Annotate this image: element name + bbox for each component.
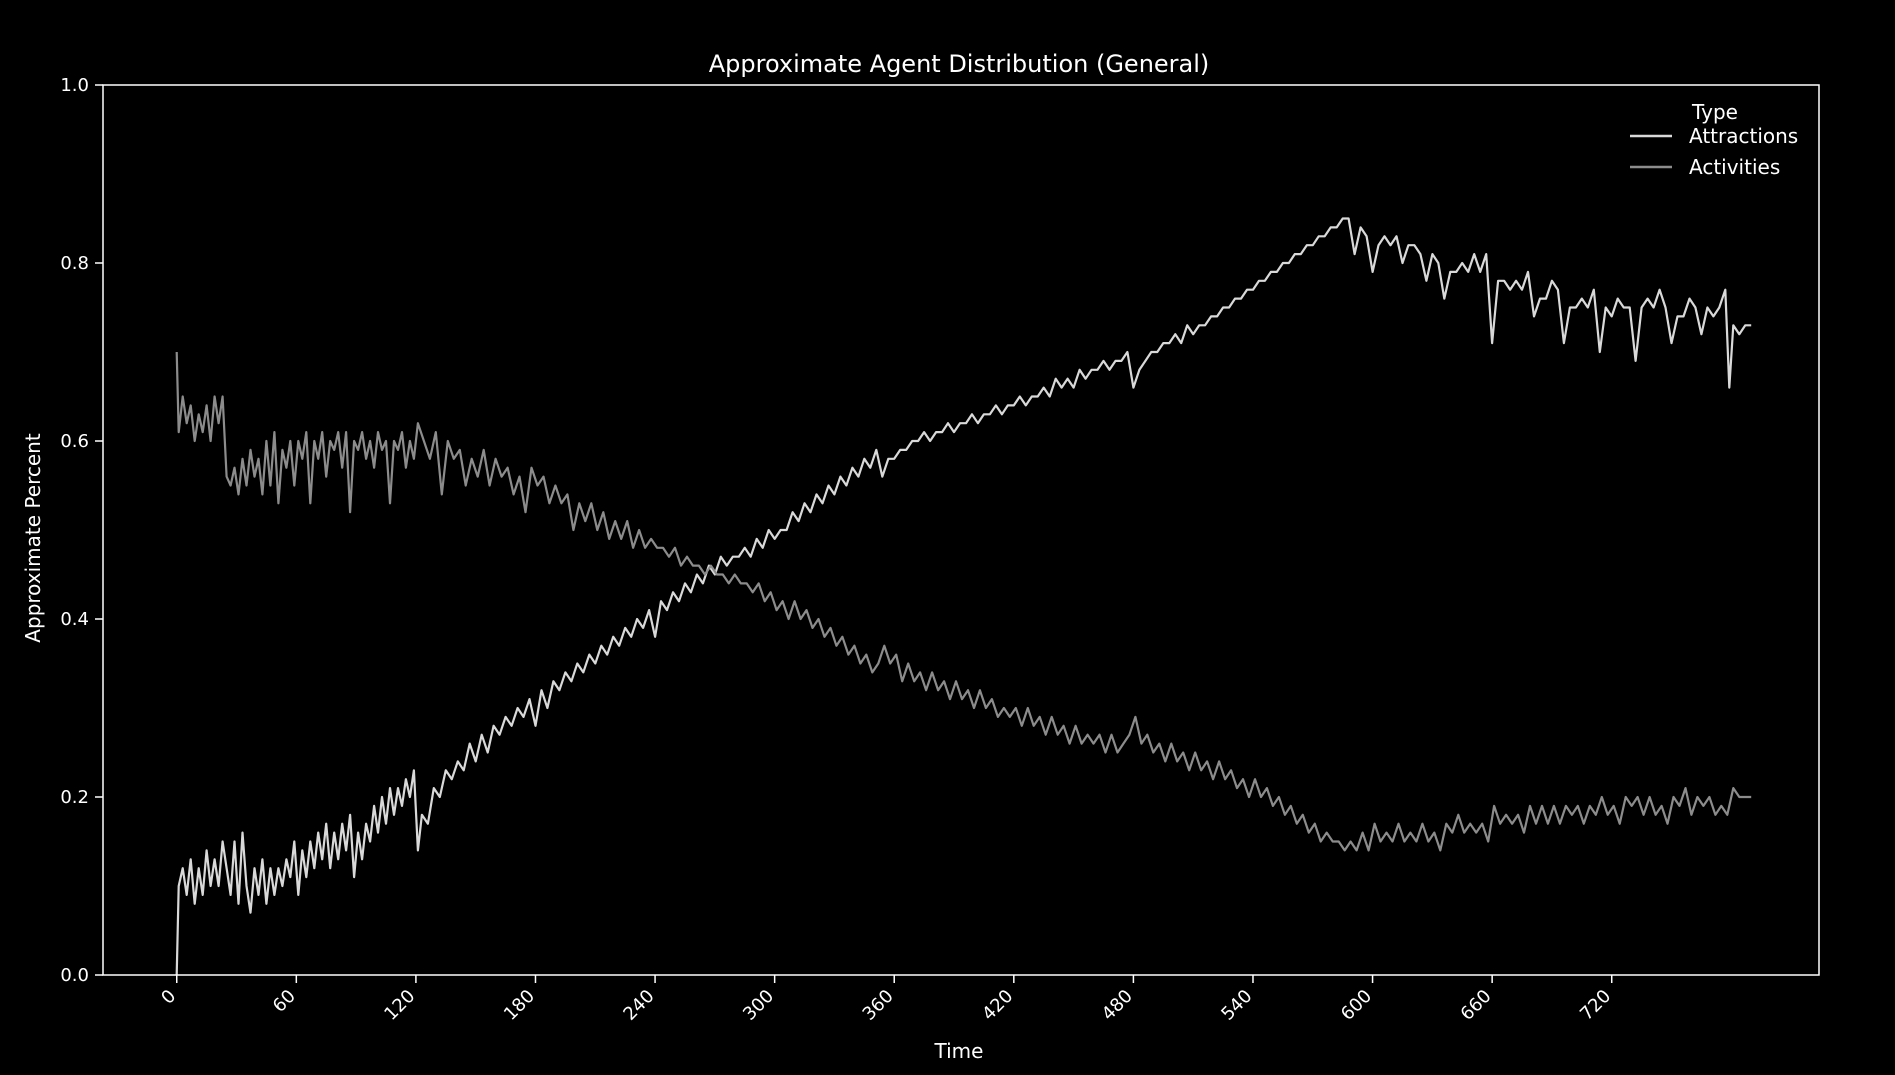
legend-title: Type: [1691, 100, 1738, 124]
series-lines: [175, 217, 1752, 976]
legend-box: [1620, 95, 1780, 187]
y-axis-label: Approximate Percent: [21, 433, 45, 643]
legend-entries: Attractions Activities: [1630, 124, 1798, 179]
y-tick-label: 0.2: [60, 787, 89, 808]
series-line-activities: [175, 351, 1752, 852]
y-tick-label: 0.0: [60, 965, 89, 986]
y-tick-label: 0.6: [60, 431, 89, 452]
x-axis-label: Time: [934, 1039, 984, 1063]
legend-label-activities: Activities: [1689, 155, 1780, 179]
y-tick-label: 1.0: [60, 75, 89, 96]
legend-label-attractions: Attractions: [1689, 124, 1798, 148]
chart-title: Approximate Agent Distribution (General): [709, 50, 1210, 78]
y-tick-label: 0.8: [60, 253, 89, 274]
plot-frame: [102, 84, 1820, 976]
y-axis-ticks: 0.0 0.2 0.4 0.6 0.8 1.0: [60, 75, 103, 986]
series-line-attractions: [175, 217, 1752, 976]
y-tick-label: 0.4: [60, 609, 89, 630]
legend: Type Attractions Activities: [1620, 95, 1798, 187]
